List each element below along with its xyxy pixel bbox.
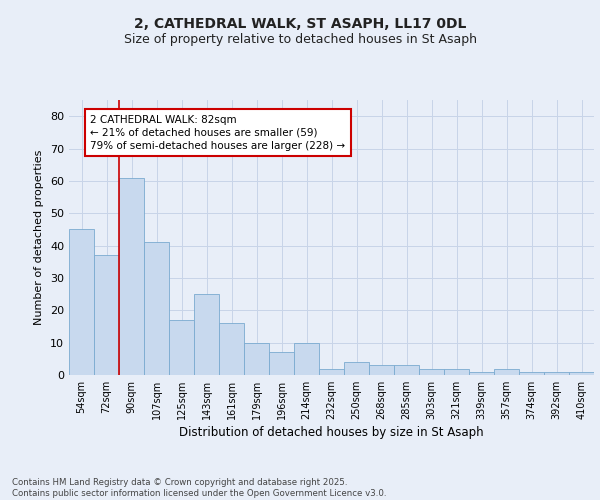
- Bar: [494, 368, 519, 375]
- X-axis label: Distribution of detached houses by size in St Asaph: Distribution of detached houses by size …: [179, 426, 484, 439]
- Bar: [544, 372, 569, 375]
- Bar: [319, 368, 344, 375]
- Bar: [219, 323, 244, 375]
- Bar: [169, 320, 194, 375]
- Bar: [144, 242, 169, 375]
- Bar: [94, 256, 119, 375]
- Bar: [344, 362, 369, 375]
- Text: Contains HM Land Registry data © Crown copyright and database right 2025.
Contai: Contains HM Land Registry data © Crown c…: [12, 478, 386, 498]
- Bar: [394, 366, 419, 375]
- Bar: [269, 352, 294, 375]
- Bar: [294, 342, 319, 375]
- Bar: [469, 372, 494, 375]
- Text: 2, CATHEDRAL WALK, ST ASAPH, LL17 0DL: 2, CATHEDRAL WALK, ST ASAPH, LL17 0DL: [134, 18, 466, 32]
- Bar: [519, 372, 544, 375]
- Bar: [444, 368, 469, 375]
- Y-axis label: Number of detached properties: Number of detached properties: [34, 150, 44, 325]
- Text: Size of property relative to detached houses in St Asaph: Size of property relative to detached ho…: [124, 32, 476, 46]
- Bar: [569, 372, 594, 375]
- Bar: [244, 342, 269, 375]
- Bar: [69, 230, 94, 375]
- Bar: [419, 368, 444, 375]
- Bar: [194, 294, 219, 375]
- Text: 2 CATHEDRAL WALK: 82sqm
← 21% of detached houses are smaller (59)
79% of semi-de: 2 CATHEDRAL WALK: 82sqm ← 21% of detache…: [90, 114, 346, 151]
- Bar: [119, 178, 144, 375]
- Bar: [369, 366, 394, 375]
